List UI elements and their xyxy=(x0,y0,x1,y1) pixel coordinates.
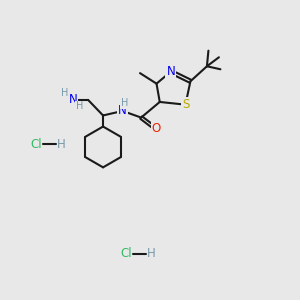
Text: N: N xyxy=(118,104,127,118)
Text: O: O xyxy=(152,122,161,136)
Text: N: N xyxy=(167,65,175,78)
Text: H: H xyxy=(57,137,66,151)
Text: H: H xyxy=(76,101,83,112)
Text: H: H xyxy=(61,88,68,98)
Text: Cl: Cl xyxy=(120,247,132,260)
Text: H: H xyxy=(147,247,156,260)
Text: Cl: Cl xyxy=(30,137,42,151)
Text: S: S xyxy=(182,98,189,111)
Text: H: H xyxy=(121,98,128,109)
Text: N: N xyxy=(69,93,77,106)
